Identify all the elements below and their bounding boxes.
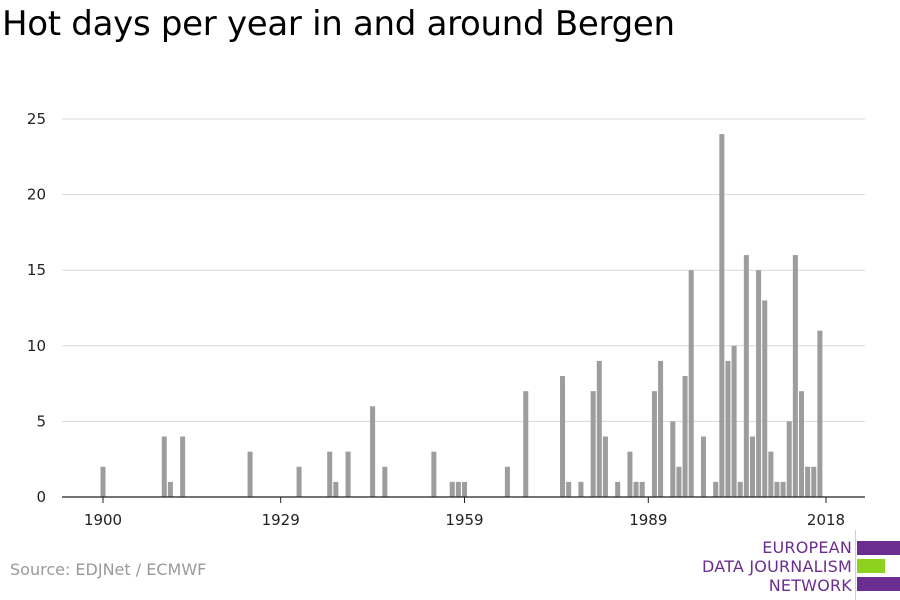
bar: [805, 466, 811, 497]
bar: [639, 481, 645, 497]
logo-line-3: NETWORK: [768, 576, 852, 595]
y-axis: 0 5 10 15 20 25: [27, 110, 46, 506]
logo-line-1: EUROPEAN: [762, 538, 852, 557]
bar: [578, 481, 584, 497]
bar: [455, 481, 461, 497]
x-tick-label: 1929: [262, 511, 300, 529]
bar: [658, 360, 664, 497]
logo-divider: [855, 530, 856, 600]
bar: [382, 466, 388, 497]
edjnet-logo: EUROPEAN DATA JOURNALISM NETWORK: [700, 530, 900, 600]
bar: [719, 134, 725, 497]
y-tick-label: 25: [27, 110, 46, 128]
x-tick-label: 1959: [445, 511, 483, 529]
gridlines: [62, 118, 865, 422]
bar: [461, 481, 468, 497]
bar: [627, 451, 633, 497]
bar: [327, 451, 333, 497]
bar: [713, 481, 719, 497]
bar: [615, 481, 621, 497]
bar: [651, 391, 657, 497]
bar: [768, 451, 774, 497]
bar: [786, 421, 792, 497]
logo-bar-green: [857, 559, 885, 573]
bar: [670, 421, 676, 497]
bar: [602, 436, 608, 497]
bar: [792, 255, 798, 497]
y-tick-label: 0: [36, 488, 46, 506]
bar: [247, 451, 253, 497]
bar: [798, 391, 805, 497]
bar: [431, 451, 437, 497]
y-tick-label: 10: [27, 337, 46, 355]
bar: [333, 481, 339, 497]
bar: [682, 376, 688, 497]
bar: [590, 391, 596, 497]
bar: [523, 391, 529, 497]
bar: [370, 406, 376, 497]
bar: [688, 270, 694, 497]
bar: [180, 436, 186, 497]
bar: [560, 376, 566, 497]
bar: [817, 330, 823, 497]
bars: [100, 134, 823, 497]
x-axis: 1900 1929 1959 1989 2018: [62, 496, 865, 529]
y-tick-label: 20: [27, 186, 46, 204]
logo-bar-purple-bottom: [857, 577, 900, 591]
bar: [731, 345, 737, 497]
logo-bar-purple-top: [857, 541, 900, 555]
logo-line-2: DATA JOURNALISM: [702, 557, 852, 576]
bar: [725, 360, 731, 497]
bar: [811, 466, 817, 497]
x-tick-label: 1989: [629, 511, 667, 529]
bar: [345, 451, 351, 497]
source-note: Source: EDJNet / ECMWF: [10, 560, 207, 579]
x-tick-label: 2018: [807, 511, 845, 529]
bar: [596, 360, 602, 497]
bar: [449, 481, 455, 497]
bar: [504, 466, 510, 497]
bar: [633, 481, 639, 497]
bar: [743, 255, 749, 497]
bar: [161, 436, 167, 497]
bar: [780, 481, 786, 497]
bar: [774, 481, 780, 497]
bar: [700, 436, 706, 497]
chart-title: Hot days per year in and around Bergen: [2, 4, 675, 44]
bar: [566, 481, 572, 497]
bar: [749, 436, 755, 497]
bar: [756, 270, 762, 497]
bar: [737, 481, 743, 497]
bar: [762, 300, 768, 497]
bar: [167, 481, 173, 497]
y-tick-label: 5: [36, 412, 46, 430]
y-tick-label: 15: [27, 261, 46, 279]
bar-chart: 1900 1929 1959 1989 2018 0 5 10 15 20 25: [27, 110, 865, 529]
bar: [296, 466, 302, 497]
bar: [100, 466, 106, 497]
x-tick-label: 1900: [84, 511, 122, 529]
bar: [676, 466, 682, 497]
